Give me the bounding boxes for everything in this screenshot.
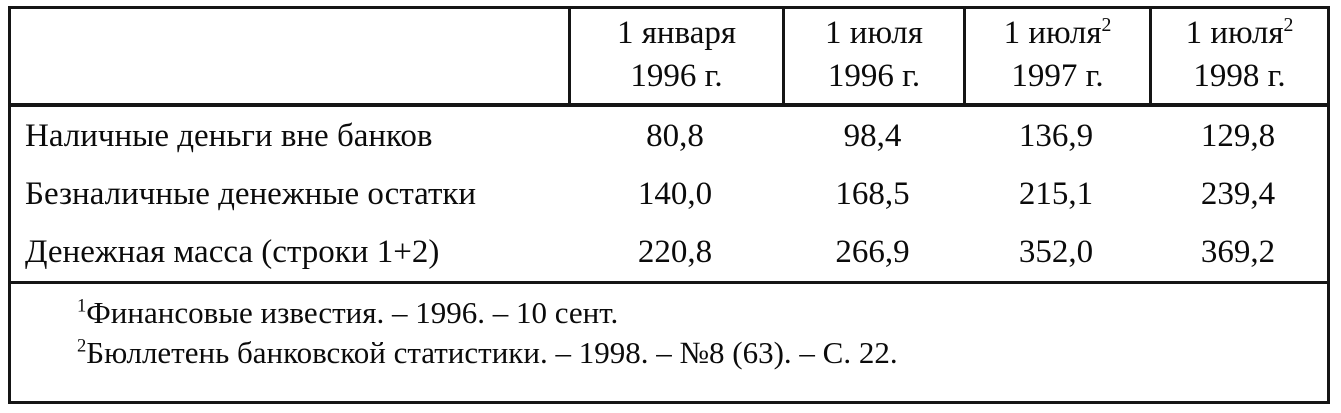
header-year-line: 1998 г. <box>1193 58 1286 94</box>
header-date-line: 1 января <box>571 12 782 55</box>
header-date-text: 1 июля <box>825 15 923 51</box>
table-cell: 136,9 <box>1018 117 1094 154</box>
table-cell: 369,2 <box>1200 233 1276 270</box>
header-year-line: 1997 г. <box>1011 58 1104 94</box>
table-cell: 129,8 <box>1200 117 1276 154</box>
footnotes-section: 1Финансовые известия. – 1996. – 10 сент.… <box>11 281 1327 401</box>
table-cell: 140,0 <box>637 175 713 212</box>
header-date-line: 1 июля2 <box>1152 12 1327 55</box>
table-cell: 215,1 <box>1018 175 1094 212</box>
footnote-marker: 1 <box>77 295 87 317</box>
row-label: Денежная масса (строки 1+2) <box>25 233 440 270</box>
header-date-text: 1 июля <box>1003 15 1102 51</box>
header-footnote-ref: 2 <box>1283 14 1294 36</box>
table-cell: 80,8 <box>646 117 704 154</box>
footnote-1: 1Финансовые известия. – 1996. – 10 сент. <box>77 293 1327 333</box>
footnote-2: 2Бюллетень банковской статистики. – 1998… <box>77 333 1327 373</box>
header-cell-jul-1997: 1 июля2 1997 г. <box>963 9 1149 103</box>
table-cell: 352,0 <box>1018 233 1094 270</box>
header-date-text: 1 января <box>616 15 737 51</box>
table-cell: 220,8 <box>637 233 713 270</box>
footnote-marker: 2 <box>77 335 87 357</box>
table-row-cash: Наличные деньги вне банков 80,8 98,4 136… <box>11 107 1327 165</box>
header-date-text: 1 июля <box>1185 15 1284 51</box>
footnote-text: Бюллетень банковской статистики. – 1998.… <box>86 335 898 370</box>
header-year-line: 1996 г. <box>630 58 723 94</box>
table-cell: 98,4 <box>843 117 902 154</box>
header-corner-cell <box>11 9 568 103</box>
table-row-noncash: Безналичные денежные остатки 140,0 168,5… <box>11 165 1327 223</box>
header-footnote-ref: 2 <box>1101 14 1112 36</box>
table-body: Наличные деньги вне банков 80,8 98,4 136… <box>11 103 1327 281</box>
table-cell: 266,9 <box>835 233 910 270</box>
table-header-row: 1 января 1996 г. 1 июля 1996 г. 1 июля2 … <box>11 9 1327 103</box>
table-row-money-supply: Денежная масса (строки 1+2) 220,8 266,9 … <box>11 223 1327 281</box>
header-cell-jul-1996: 1 июля 1996 г. <box>782 9 963 103</box>
header-cell-jul-1998: 1 июля2 1998 г. <box>1149 9 1327 103</box>
header-year-line: 1996 г. <box>827 58 921 94</box>
header-date-line: 1 июля <box>785 12 963 55</box>
table-frame: 1 января 1996 г. 1 июля 1996 г. 1 июля2 … <box>8 6 1330 404</box>
row-label: Безналичные денежные остатки <box>25 175 477 212</box>
table-cell: 168,5 <box>835 175 910 212</box>
row-label: Наличные деньги вне банков <box>25 117 433 154</box>
header-cell-jan-1996: 1 января 1996 г. <box>568 9 782 103</box>
footnote-text: Финансовые известия. – 1996. – 10 сент. <box>86 295 619 330</box>
table-cell: 239,4 <box>1200 175 1276 212</box>
header-date-line: 1 июля2 <box>966 12 1149 55</box>
